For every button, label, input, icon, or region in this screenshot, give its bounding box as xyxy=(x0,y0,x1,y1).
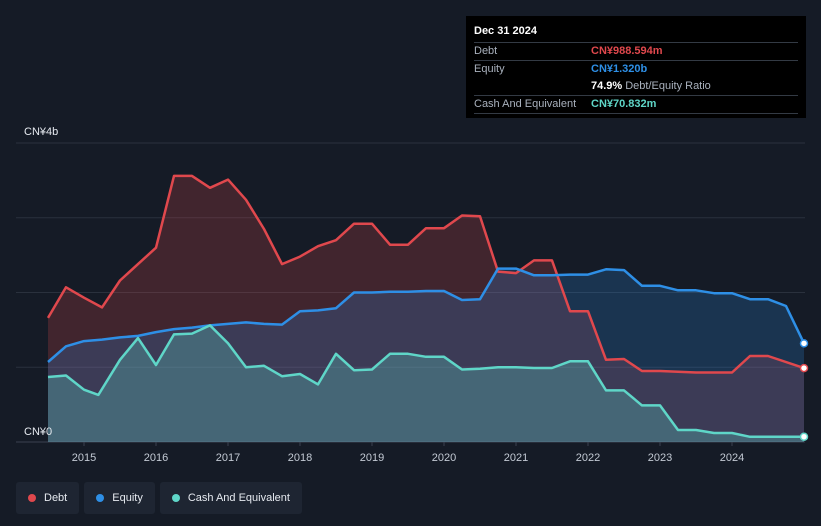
tooltip-cash-row: Cash And Equivalent CN¥70.832m xyxy=(474,95,798,114)
cash-line xyxy=(47,324,805,439)
tooltip-ratio-label: Debt/Equity Ratio xyxy=(625,80,711,92)
x-tick-label: 2021 xyxy=(504,452,528,464)
x-tick-label: 2015 xyxy=(72,452,96,464)
equity-end-point xyxy=(799,339,809,348)
legend-label-equity: Equity xyxy=(112,492,143,504)
debt-line xyxy=(46,174,805,374)
tooltip-cash-label: Cash And Equivalent xyxy=(474,98,577,110)
equity-line xyxy=(47,267,806,363)
x-tick-label: 2023 xyxy=(648,452,672,464)
tooltip-equity-label: Equity xyxy=(474,63,505,75)
cash-end-point xyxy=(799,432,809,441)
legend-item-cash[interactable]: Cash And Equivalent xyxy=(159,482,302,514)
legend-label-cash: Cash And Equivalent xyxy=(187,492,290,504)
y-label-bottom: CN¥0 xyxy=(24,426,52,438)
debt-area xyxy=(48,175,804,442)
debt-end-point xyxy=(799,363,809,373)
debt-dot-icon xyxy=(28,494,36,502)
tooltip-date: Dec 31 2024 xyxy=(474,25,537,37)
legend: Debt Equity Cash And Equivalent xyxy=(16,482,302,514)
x-tick-label: 2016 xyxy=(144,452,168,464)
cash-area xyxy=(48,325,804,442)
tooltip-ratio-value: 74.9% xyxy=(591,80,623,92)
tooltip-equity-row: Equity CN¥1.320b xyxy=(474,60,798,78)
equity-area xyxy=(48,268,804,442)
tooltip-debt-label: Debt xyxy=(474,45,498,57)
equity-dot-icon xyxy=(96,494,105,502)
x-tick-label: 2017 xyxy=(216,452,240,464)
x-tick-label: 2018 xyxy=(288,452,312,464)
tooltip-ratio-row: 74.9% Debt/Equity Ratio xyxy=(474,78,798,95)
y-label-top: CN¥4b xyxy=(24,126,58,138)
x-tick-label: 2022 xyxy=(576,452,600,464)
tooltip: Dec 31 2024 Debt CN¥988.594m Equity CN¥1… xyxy=(466,16,806,118)
x-tick-label: 2019 xyxy=(360,452,384,464)
cash-dot-icon xyxy=(171,494,180,502)
legend-item-equity[interactable]: Equity xyxy=(84,482,155,514)
x-tick-label: 2024 xyxy=(720,452,744,464)
x-tick-label: 2020 xyxy=(432,452,456,464)
tooltip-debt-value: CN¥988.594m xyxy=(591,45,663,57)
legend-item-debt[interactable]: Debt xyxy=(16,482,80,514)
legend-label-debt: Debt xyxy=(44,492,68,504)
tooltip-cash-value: CN¥70.832m xyxy=(591,98,657,110)
tooltip-debt-row: Debt CN¥988.594m xyxy=(474,42,798,60)
tooltip-equity-value: CN¥1.320b xyxy=(591,63,648,75)
